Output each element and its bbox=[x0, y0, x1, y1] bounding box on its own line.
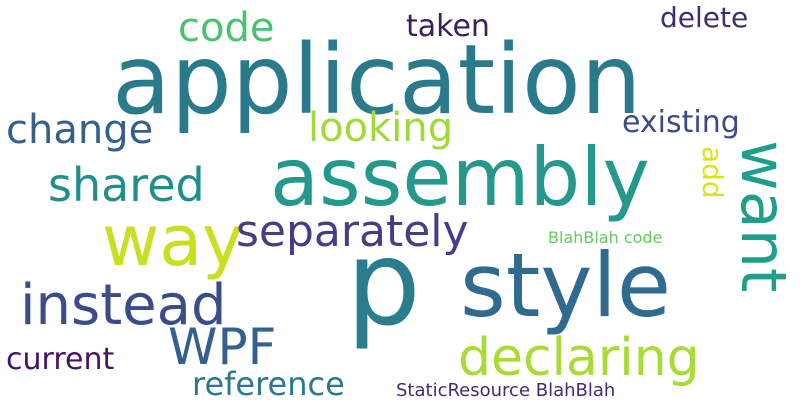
word-delete: delete bbox=[660, 1, 749, 34]
word-staticresource-blahblah: StaticResource BlahBlah bbox=[396, 380, 616, 400]
word-code: code bbox=[178, 5, 275, 51]
word-taken: taken bbox=[406, 9, 490, 44]
word-existing: existing bbox=[622, 105, 740, 140]
word-current: current bbox=[6, 342, 115, 377]
word-reference: reference bbox=[192, 365, 345, 400]
word-application: application bbox=[112, 24, 642, 136]
word-instead: instead bbox=[20, 273, 227, 338]
word-add: add bbox=[696, 146, 729, 199]
word-shared: shared bbox=[48, 158, 205, 212]
word-assembly: assembly bbox=[270, 131, 650, 224]
word-p: p bbox=[346, 214, 421, 352]
word-way: way bbox=[102, 200, 244, 282]
word-declaring: declaring bbox=[458, 328, 700, 388]
word-want: want bbox=[727, 140, 800, 293]
word-change: change bbox=[6, 107, 154, 153]
word-blahblah-code: BlahBlah code bbox=[548, 228, 663, 247]
word-style: style bbox=[460, 234, 672, 337]
word-WPF: WPF bbox=[168, 318, 277, 376]
word-looking: looking bbox=[308, 105, 454, 151]
word-separately: separately bbox=[236, 206, 469, 257]
